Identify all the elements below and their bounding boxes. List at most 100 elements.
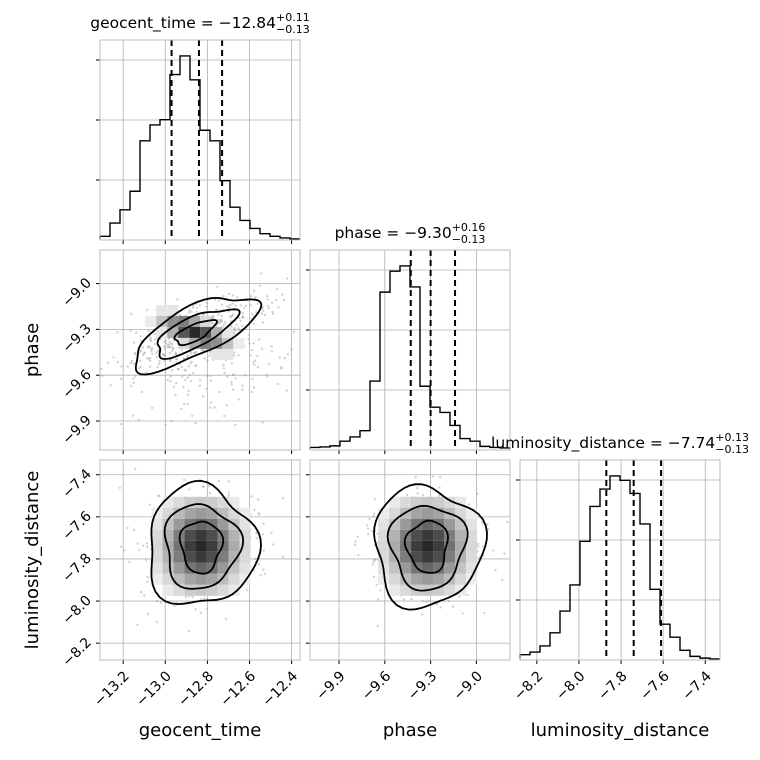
density-cell — [151, 507, 163, 519]
sample-point — [175, 358, 178, 361]
sample-point — [191, 306, 194, 309]
sample-point — [476, 542, 480, 546]
sample-point — [188, 309, 191, 312]
sample-point — [367, 533, 370, 536]
sample-point — [187, 389, 190, 392]
density-cell — [162, 584, 174, 596]
density-cell — [228, 562, 240, 574]
sample-point — [116, 360, 119, 364]
sample-point — [506, 520, 509, 524]
sample-point — [195, 306, 199, 310]
sample-point — [267, 307, 271, 310]
sample-point — [162, 352, 165, 356]
sample-point — [157, 494, 160, 497]
y-tick-label-luminosity_distance: −7.6 — [59, 508, 94, 543]
sample-point — [227, 306, 231, 309]
sample-point — [218, 390, 221, 394]
contour-0 — [134, 296, 263, 376]
sample-point — [427, 599, 430, 603]
sample-point — [175, 358, 179, 361]
sample-point — [220, 303, 224, 306]
hist-bin-phase — [390, 271, 400, 449]
sample-point — [180, 407, 183, 411]
sample-point — [458, 595, 461, 598]
sample-point — [217, 299, 221, 303]
density-cell — [433, 562, 445, 574]
density-cell — [239, 507, 251, 519]
density-cell — [444, 529, 456, 541]
sample-point — [230, 381, 233, 384]
sample-point — [251, 377, 254, 381]
sample-point — [256, 366, 260, 369]
hist-bin-luminosity_distance — [560, 611, 570, 659]
sample-point — [257, 338, 261, 341]
density-cell — [162, 562, 174, 574]
sample-point — [252, 322, 256, 325]
density-cell — [206, 540, 218, 552]
density-cell — [455, 562, 467, 574]
sample-point — [186, 393, 190, 396]
density-cell — [189, 337, 201, 349]
sample-point — [203, 357, 207, 360]
density-cell — [178, 337, 190, 349]
density-cell — [389, 507, 401, 519]
hist-bin-geocent_time — [180, 56, 190, 239]
sample-point — [281, 293, 284, 296]
sample-point — [188, 488, 191, 491]
density-cell — [378, 551, 390, 563]
x-tick-label-phase: −9.0 — [451, 668, 486, 703]
sample-point — [255, 311, 258, 314]
sample-point — [136, 623, 139, 627]
sample-point — [146, 345, 149, 349]
sample-point — [156, 366, 159, 369]
sample-point — [191, 595, 194, 599]
sample-point — [137, 367, 141, 370]
sample-point — [243, 306, 246, 310]
sample-point — [257, 513, 261, 516]
sample-point — [130, 312, 133, 315]
density-cell — [411, 573, 423, 585]
sample-point — [209, 406, 212, 409]
sample-point — [169, 360, 172, 363]
density-cell — [389, 496, 401, 508]
sample-point — [226, 305, 229, 308]
sample-point — [145, 356, 149, 360]
sample-point — [170, 369, 174, 372]
sample-point — [290, 348, 293, 351]
density-cell — [162, 551, 174, 563]
density-cell — [466, 573, 478, 585]
density-cell — [378, 507, 390, 519]
sample-point — [217, 318, 220, 322]
sample-point — [260, 312, 263, 315]
density-cell — [173, 551, 185, 563]
panel-frame-2-1 — [309, 459, 511, 661]
density-cell — [400, 562, 412, 574]
sample-point — [492, 549, 495, 552]
sample-point — [228, 303, 232, 307]
sample-point — [217, 479, 220, 483]
sample-point — [218, 321, 221, 325]
hist-bin-phase — [420, 386, 430, 449]
density-cell — [184, 529, 196, 541]
sample-point — [219, 320, 222, 323]
sample-point — [151, 352, 154, 355]
y-tick-label-luminosity_distance: −7.4 — [59, 466, 94, 501]
sample-point — [173, 604, 176, 608]
sample-point — [486, 523, 489, 526]
sample-point — [119, 422, 123, 426]
hist-bin-luminosity_distance — [640, 524, 650, 659]
density-cell — [455, 507, 467, 519]
density-cell — [239, 551, 251, 563]
sample-point — [212, 322, 215, 325]
sample-point — [250, 312, 254, 315]
sample-point — [425, 600, 428, 603]
sample-point — [134, 353, 137, 356]
hist-bin-luminosity_distance — [530, 652, 540, 659]
hist-bin-luminosity_distance — [680, 650, 690, 659]
sample-point — [241, 316, 244, 319]
x-axis-label-geocent_time: geocent_time — [139, 720, 262, 741]
sample-point — [270, 345, 273, 348]
sample-point — [176, 298, 179, 301]
density-cell — [162, 507, 174, 519]
sample-point — [187, 354, 190, 357]
